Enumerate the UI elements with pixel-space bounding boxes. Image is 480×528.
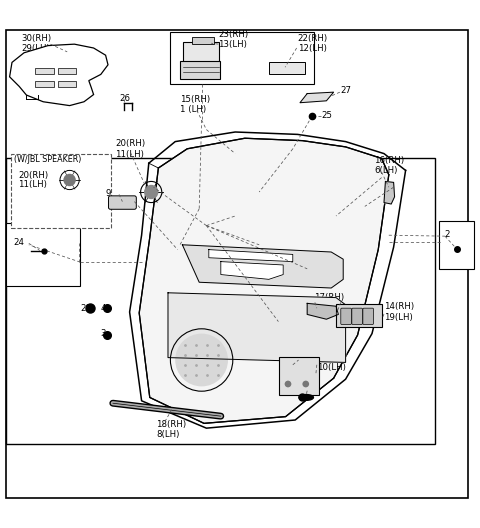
FancyBboxPatch shape [170,32,314,84]
Text: 16(RH)
6(LH): 16(RH) 6(LH) [374,156,405,175]
Polygon shape [307,304,338,319]
Text: 3: 3 [101,329,106,338]
Circle shape [63,174,76,186]
Text: 5: 5 [306,385,312,394]
FancyBboxPatch shape [35,68,54,74]
FancyBboxPatch shape [6,223,80,286]
Text: 4: 4 [101,304,106,313]
FancyBboxPatch shape [279,357,319,394]
Polygon shape [300,92,334,103]
FancyBboxPatch shape [35,81,54,87]
FancyBboxPatch shape [269,62,305,74]
FancyBboxPatch shape [352,308,362,325]
Text: 24: 24 [13,238,24,247]
Polygon shape [384,182,395,204]
Text: 17(RH)
7(LH): 17(RH) 7(LH) [314,293,345,312]
Polygon shape [209,250,293,261]
Ellipse shape [299,394,313,400]
Text: 20(RH): 20(RH) [18,171,48,180]
Text: 25: 25 [322,111,333,120]
FancyBboxPatch shape [363,308,373,325]
FancyBboxPatch shape [108,196,136,209]
Text: 23(RH)
13(LH): 23(RH) 13(LH) [218,30,249,49]
PathPatch shape [10,44,108,106]
Circle shape [285,381,291,388]
Text: 14(RH)
19(LH): 14(RH) 19(LH) [384,303,414,322]
FancyBboxPatch shape [439,221,474,269]
Text: 15(RH)
1 (LH): 15(RH) 1 (LH) [180,95,210,115]
Circle shape [302,381,309,388]
FancyBboxPatch shape [336,304,382,327]
Polygon shape [139,138,389,423]
Text: 26: 26 [119,94,130,103]
Text: 28: 28 [81,304,92,313]
FancyBboxPatch shape [180,61,220,79]
Text: 9: 9 [106,190,111,199]
Text: 21(RH)
10(LH): 21(RH) 10(LH) [317,353,347,372]
Text: 2: 2 [444,230,450,239]
Circle shape [144,185,158,199]
Text: (W/JBL SPEAKER): (W/JBL SPEAKER) [14,155,82,164]
Text: 11(LH): 11(LH) [18,180,47,190]
FancyBboxPatch shape [341,308,351,325]
FancyBboxPatch shape [58,81,76,87]
FancyBboxPatch shape [11,154,111,228]
Text: 20(RH)
11(LH): 20(RH) 11(LH) [115,139,145,158]
FancyBboxPatch shape [192,37,214,44]
FancyBboxPatch shape [58,68,76,74]
FancyBboxPatch shape [6,30,468,498]
Text: 18(RH)
8(LH): 18(RH) 8(LH) [156,420,186,439]
Text: 22(RH)
12(LH): 22(RH) 12(LH) [298,33,328,53]
Text: 30(RH)
29(LH): 30(RH) 29(LH) [22,33,52,53]
FancyBboxPatch shape [6,158,435,444]
Polygon shape [221,261,283,279]
Text: 27: 27 [341,86,352,95]
Polygon shape [182,245,343,288]
FancyBboxPatch shape [183,42,219,62]
Circle shape [175,334,228,386]
Polygon shape [168,293,346,362]
